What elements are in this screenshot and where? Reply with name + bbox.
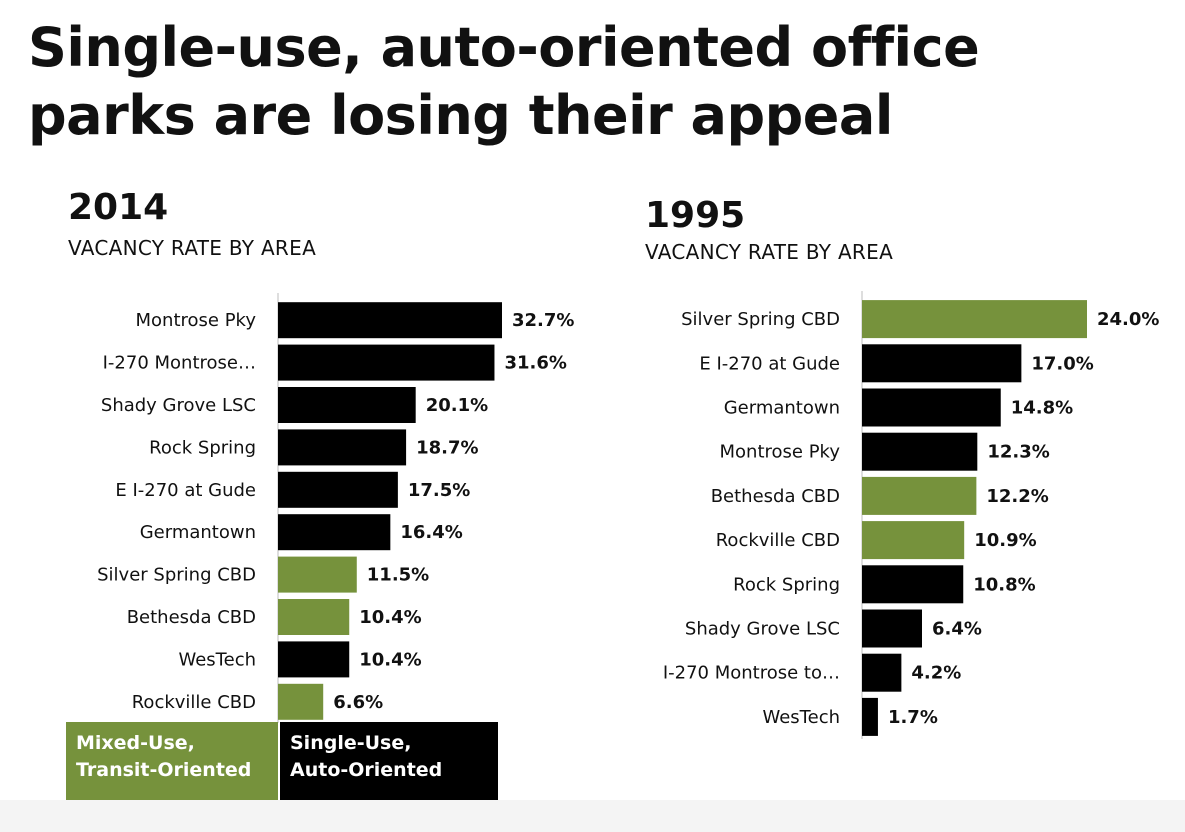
bar <box>278 387 416 423</box>
bar <box>278 683 324 720</box>
data-label: 32.7% <box>512 310 574 331</box>
bar <box>862 432 978 471</box>
bar <box>862 609 922 648</box>
data-label: 10.4% <box>359 649 421 670</box>
bar <box>278 641 350 678</box>
legend-mixed-use: Mixed-Use, Transit-Oriented <box>66 722 278 800</box>
chart-2014-subtitle: VACANCY RATE BY AREA <box>68 236 317 260</box>
data-label: 20.1% <box>426 395 488 416</box>
chart-1995-year: 1995 <box>645 195 746 236</box>
data-label: 14.8% <box>1011 398 1073 419</box>
data-label: 17.5% <box>408 480 470 501</box>
bar <box>862 521 965 560</box>
category-label: Montrose Pky <box>720 442 841 463</box>
category-label: Rockville CBD <box>716 530 840 551</box>
category-label: Silver Spring CBD <box>97 565 256 586</box>
bar <box>862 476 977 515</box>
data-label: 10.4% <box>359 607 421 628</box>
data-label: 17.0% <box>1031 353 1093 374</box>
bar <box>278 514 391 551</box>
data-label: 31.6% <box>504 353 566 374</box>
category-label: Bethesda CBD <box>127 607 256 628</box>
category-label: Montrose Pky <box>136 310 257 331</box>
data-label: 4.2% <box>911 663 961 684</box>
chart-2014-year: 2014 <box>68 187 169 228</box>
bar <box>278 599 350 635</box>
category-label: Rockville CBD <box>132 692 256 713</box>
category-label: E I-270 at Gude <box>115 480 256 501</box>
legend-single-use: Single-Use, Auto-Oriented <box>280 722 498 800</box>
category-label: WesTech <box>762 707 840 728</box>
data-label: 11.5% <box>367 565 429 586</box>
category-label: I-270 Montrose to… <box>663 663 840 684</box>
bar <box>862 653 902 692</box>
bar <box>862 344 1022 383</box>
title-line-1: Single-use, auto-oriented office <box>28 16 980 79</box>
category-label: Germantown <box>140 522 256 543</box>
bar <box>862 388 1001 427</box>
chart-1995: Silver Spring CBD 24.0% E I-270 at Gude 17.… <box>663 291 1159 739</box>
chart-2014: Montrose Pky 32.7% I-270 Montrose… 31.6% Sha… <box>97 293 574 723</box>
bar <box>278 302 502 339</box>
category-label: Rock Spring <box>733 574 840 595</box>
footer-strip <box>0 800 1185 832</box>
category-label: Shady Grove LSC <box>685 619 840 640</box>
data-label: 10.8% <box>973 574 1035 595</box>
chart-1995-subtitle: VACANCY RATE BY AREA <box>645 240 894 264</box>
category-label: Silver Spring CBD <box>681 309 840 330</box>
legend-mixed-use-line-2: Transit-Oriented <box>76 759 252 781</box>
category-label: WesTech <box>178 649 256 670</box>
data-label: 12.3% <box>987 442 1049 463</box>
legend-single-use-line-1: Single-Use, <box>290 732 412 754</box>
data-label: 24.0% <box>1097 309 1159 330</box>
category-label: Germantown <box>724 398 840 419</box>
data-label: 18.7% <box>416 437 478 458</box>
legend-mixed-use-line-1: Mixed-Use, <box>76 732 195 754</box>
bar <box>278 471 398 508</box>
page-title: Single-use, auto-oriented office parks a… <box>28 14 1148 150</box>
category-label: Bethesda CBD <box>711 486 840 507</box>
data-label: 6.6% <box>333 692 383 713</box>
title-line-2: parks are losing their appeal <box>28 84 893 147</box>
bar <box>278 344 495 381</box>
category-label: I-270 Montrose… <box>103 353 256 374</box>
bar <box>862 697 878 736</box>
bar <box>862 565 964 604</box>
data-label: 16.4% <box>400 522 462 543</box>
bar <box>278 556 357 593</box>
category-label: Shady Grove LSC <box>101 395 256 416</box>
data-label: 6.4% <box>932 619 982 640</box>
data-label: 10.9% <box>974 530 1036 551</box>
bar <box>862 300 1087 339</box>
category-label: Rock Spring <box>149 437 256 458</box>
data-label: 12.2% <box>986 486 1048 507</box>
category-label: E I-270 at Gude <box>699 353 840 374</box>
bar <box>278 429 407 466</box>
legend-single-use-line-2: Auto-Oriented <box>290 759 443 781</box>
data-label: 1.7% <box>888 707 938 728</box>
